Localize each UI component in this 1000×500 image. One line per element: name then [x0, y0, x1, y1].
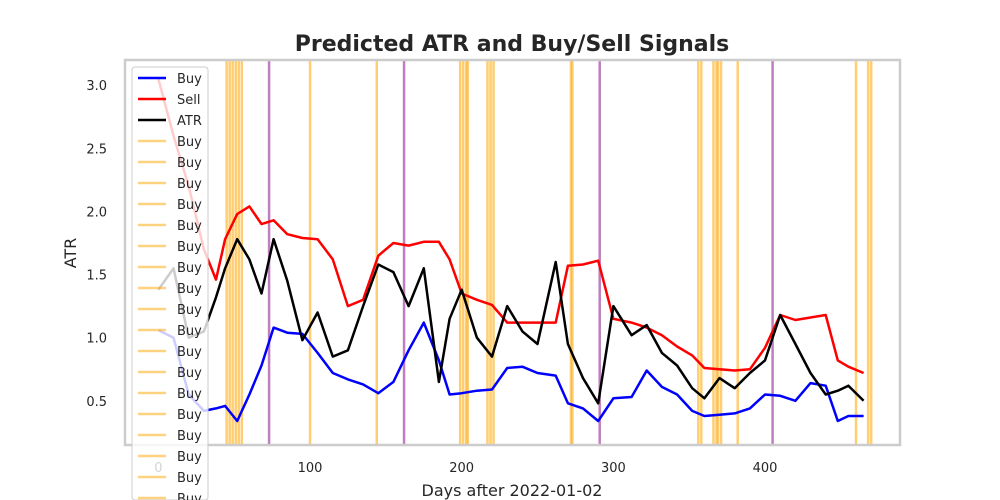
x-axis-label: Days after 2022-01-02: [422, 481, 603, 500]
y-tick-label: 0.5: [86, 395, 107, 410]
legend-label: Buy: [177, 240, 202, 255]
legend-label: Buy: [177, 345, 202, 360]
chart-title: Predicted ATR and Buy/Sell Signals: [295, 32, 730, 57]
legend-label: ATR: [177, 114, 202, 129]
y-tick-label: 2.0: [86, 205, 107, 220]
legend-label: Buy: [177, 282, 202, 297]
legend-label: Buy: [177, 156, 202, 171]
legend-label: Buy: [177, 387, 202, 402]
legend-label: Buy: [177, 471, 202, 486]
legend-label: Buy: [177, 324, 202, 339]
legend-label: Buy: [177, 261, 202, 276]
x-tick-label: 400: [753, 461, 778, 476]
series-line-buy: [157, 321, 864, 423]
legend-label: Buy: [177, 450, 202, 465]
series-line-sell: [157, 78, 865, 375]
legend-label: Buy: [177, 219, 202, 234]
y-tick-label: 3.0: [86, 79, 107, 94]
legend: Buy Sell ATR Buy Buy Buy Buy Buy Buy Buy Buy Buy Buy…: [131, 66, 209, 500]
series-line-atr: [157, 237, 865, 405]
axes-frame: [123, 58, 902, 447]
legend-label: Buy: [177, 135, 202, 150]
legend-label: Buy: [177, 177, 202, 192]
y-axis-label: ATR: [61, 238, 80, 269]
x-tick-label: 300: [601, 461, 626, 476]
legend-label: Sell: [177, 93, 200, 108]
plot-content: [157, 60, 873, 445]
legend-label: Buy: [177, 492, 202, 500]
legend-label: Buy: [177, 408, 202, 423]
x-tick-label: 200: [449, 461, 474, 476]
y-tick-label: 2.5: [86, 142, 107, 157]
plot-area: 01002003004000.51.01.52.02.53.0: [86, 58, 902, 476]
y-tick-label: 1.0: [86, 332, 107, 347]
legend-label: Buy: [177, 303, 202, 318]
x-tick-label: 100: [298, 461, 323, 476]
legend-label: Buy: [177, 72, 202, 87]
legend-label: Buy: [177, 366, 202, 381]
legend-label: Buy: [177, 429, 202, 444]
y-tick-label: 1.5: [86, 269, 107, 284]
legend-box: [131, 66, 209, 500]
legend-label: Buy: [177, 198, 202, 213]
